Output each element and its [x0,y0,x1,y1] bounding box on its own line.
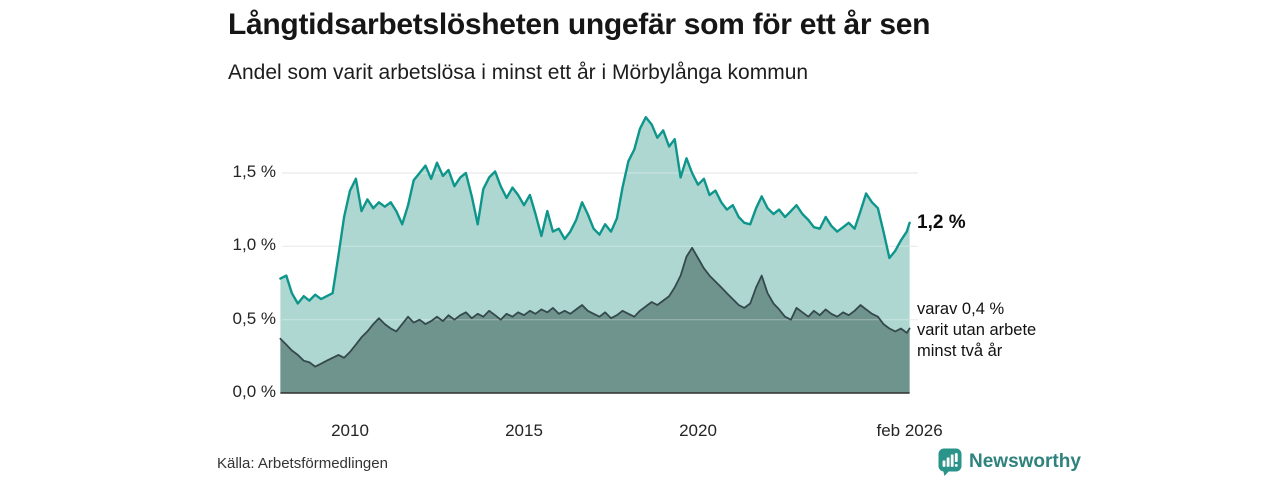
latest-value-label: 1,2 % [917,212,966,233]
y-axis-tick-label: 0,0 % [232,382,276,401]
annotation-line: varit utan arbete [917,321,1037,339]
annotation-line: varav 0,4 % [917,300,1005,318]
newsworthy-bubble-chart-icon [938,448,962,476]
annotation-line: minst två år [917,342,1003,360]
x-axis-tick-label: 2015 [505,421,543,440]
chart-title: Långtidsarbetslösheten ungefär som för e… [228,8,931,41]
y-axis-tick-label: 1,5 % [232,161,276,181]
newsworthy-wordmark: Newsworthy [969,451,1081,472]
chart-subtitle: Andel som varit arbetslösa i minst ett å… [228,61,809,84]
source-attribution: Källa: Arbetsförmedlingen [217,455,388,472]
x-axis-tick-label: 2010 [331,421,369,440]
newsworthy-logo[interactable]: Newsworthy [938,448,1081,476]
x-axis-tick-label: 2020 [679,421,717,440]
y-axis-tick-label: 0,5 % [232,308,276,328]
x-axis-tick-label: feb 2026 [876,421,943,440]
lower-series-annotation: varav 0,4 % varit utan arbete minst två … [917,299,1036,362]
y-axis-tick-label: 1,0 % [232,235,276,255]
area-chart-plot [279,115,918,394]
